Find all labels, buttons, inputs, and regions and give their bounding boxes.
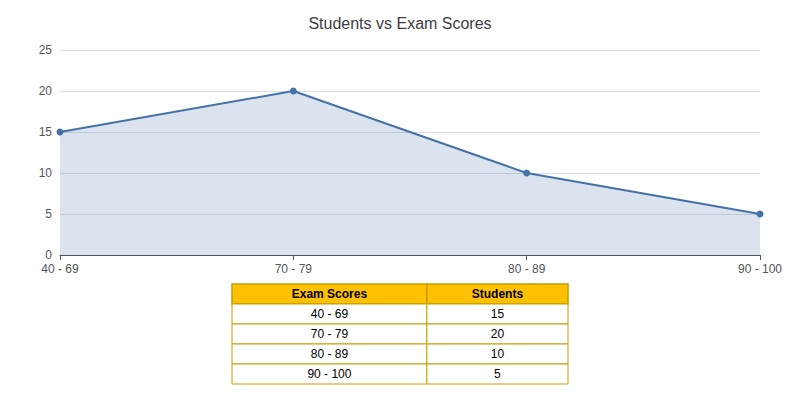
svg-text:5: 5 [494, 367, 501, 381]
svg-text:10: 10 [491, 347, 505, 361]
svg-text:0: 0 [45, 248, 52, 262]
svg-text:15: 15 [39, 125, 53, 139]
svg-text:90 - 100: 90 - 100 [738, 262, 782, 276]
svg-text:70 - 79: 70 - 79 [311, 327, 349, 341]
svg-text:20: 20 [39, 84, 53, 98]
svg-text:25: 25 [39, 43, 53, 57]
svg-text:Students vs Exam Scores: Students vs Exam Scores [308, 15, 491, 32]
svg-text:5: 5 [45, 207, 52, 221]
svg-text:70 - 79: 70 - 79 [275, 262, 313, 276]
svg-text:20: 20 [491, 327, 505, 341]
svg-text:Exam Scores: Exam Scores [292, 287, 368, 301]
svg-text:40 - 69: 40 - 69 [41, 262, 79, 276]
svg-text:90 - 100: 90 - 100 [307, 367, 351, 381]
svg-text:10: 10 [39, 166, 53, 180]
svg-text:15: 15 [491, 307, 505, 321]
svg-text:Students: Students [472, 287, 524, 301]
svg-text:80 - 89: 80 - 89 [311, 347, 349, 361]
svg-text:40 - 69: 40 - 69 [311, 307, 349, 321]
svg-text:80 - 89: 80 - 89 [508, 262, 546, 276]
